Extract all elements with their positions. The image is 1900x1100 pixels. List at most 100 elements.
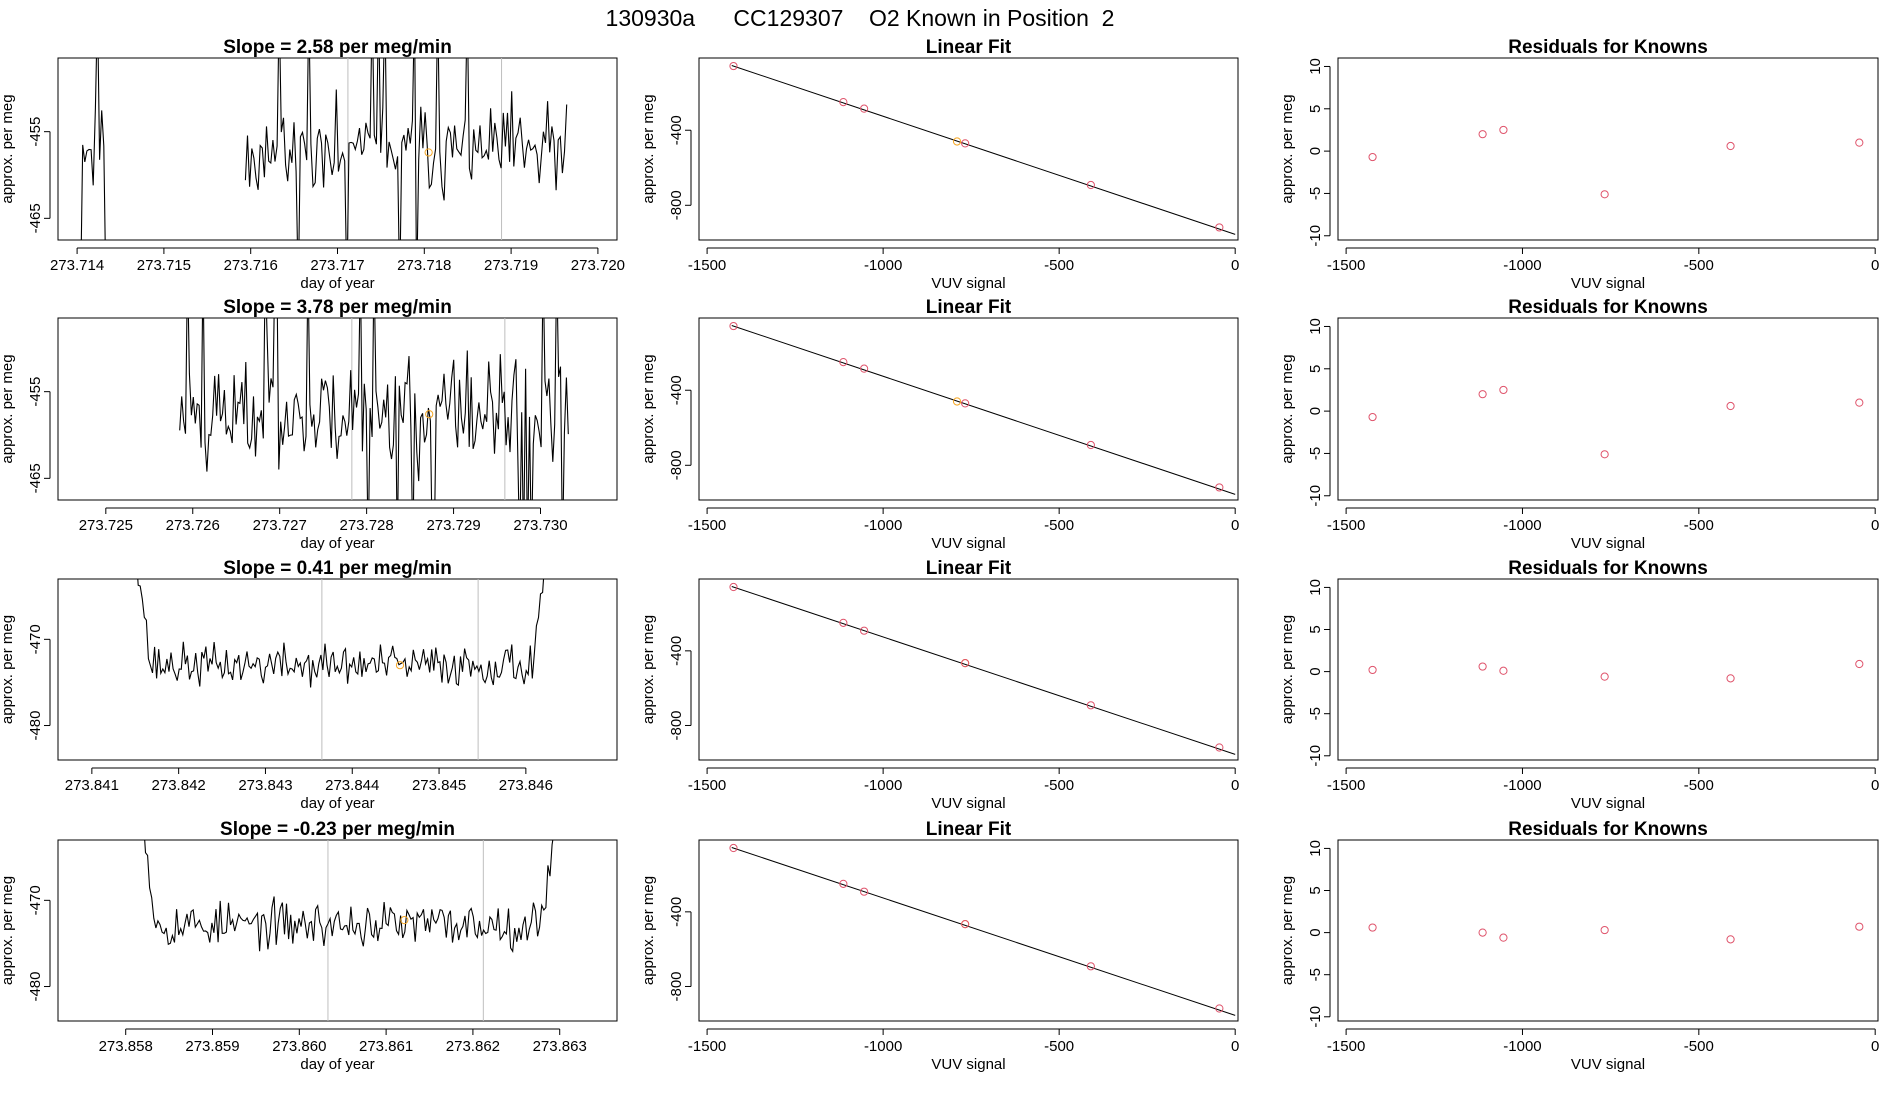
residual-point: [1478, 928, 1487, 937]
y-axis-label: approx. per meg: [0, 876, 16, 985]
highlight-point: [952, 397, 962, 406]
x-tick-label: -500: [1044, 257, 1074, 274]
highlight-point: [424, 148, 433, 157]
y-axis-label: approx. per meg: [1279, 876, 1296, 985]
y-tick-label: -10: [1307, 225, 1324, 247]
y-tick-label: -400: [668, 897, 685, 927]
panel-title: Linear Fit: [926, 819, 1012, 840]
y-tick-label: -5: [1307, 707, 1324, 720]
plot-frame: [698, 578, 1239, 761]
y-tick-label: 0: [1307, 928, 1324, 936]
plot-area: [729, 843, 1236, 1016]
y-tick-label: -465: [27, 203, 44, 233]
x-tick-label: 273.861: [359, 1038, 413, 1055]
highlight-point: [395, 661, 405, 670]
panel-timeseries-r4: Slope = -0.23 per meg/min 273.858 273.859 2…: [0, 819, 618, 1073]
x-tick-label: -1000: [1503, 1038, 1541, 1055]
panel-title: Slope = 0.41 per meg/min: [223, 558, 452, 579]
x-tick-label: -500: [1684, 517, 1714, 534]
panel-title: Residuals for Knowns: [1508, 297, 1708, 318]
x-axis-label: day of year: [300, 1056, 374, 1073]
x-axis-label: VUV signal: [931, 1056, 1005, 1073]
x-tick-label: 273.843: [238, 777, 292, 794]
x-tick-label: 273.860: [272, 1038, 326, 1055]
x-tick-label: 0: [1231, 257, 1239, 274]
x-tick-label: 273.726: [166, 517, 220, 534]
plot-area: [137, 579, 545, 760]
x-tick-label: 273.719: [484, 257, 538, 274]
panel-timeseries-r1: Slope = 2.58 per meg/min 273.714 273.715 27…: [0, 37, 625, 292]
y-axis-label: approx. per meg: [640, 876, 657, 985]
y-tick-label: -10: [1307, 745, 1324, 767]
data-point: [961, 139, 970, 148]
panel-fit-r3: Linear Fit -1500 -1000 -500 0 VUV signal -800 -…: [640, 558, 1239, 812]
x-tick-label: 273.725: [79, 517, 133, 534]
x-tick-label: -1000: [1503, 517, 1541, 534]
x-tick-label: -1500: [1327, 257, 1365, 274]
fit-line: [731, 65, 1236, 235]
x-axis-label: VUV signal: [931, 795, 1005, 812]
y-tick-label: 0: [1307, 407, 1324, 415]
fit-line: [731, 846, 1236, 1016]
data-point: [729, 321, 738, 331]
x-axis-label: VUV signal: [1571, 1056, 1645, 1073]
x-axis-label: VUV signal: [1571, 275, 1645, 292]
residual-point: [1368, 665, 1377, 675]
data-point: [1086, 962, 1095, 971]
panel-title: Slope = 2.58 per meg/min: [223, 37, 452, 58]
residual-point: [1499, 385, 1508, 395]
y-axis-label: approx. per meg: [640, 354, 657, 463]
data-trace: [144, 840, 554, 954]
x-tick-label: -1000: [864, 517, 902, 534]
data-point: [860, 626, 869, 635]
x-tick-label: 0: [1871, 1038, 1879, 1055]
data-point: [1086, 180, 1095, 190]
residual-point: [1499, 933, 1508, 942]
plot-frame: [57, 578, 618, 761]
plot-area: [80, 58, 568, 240]
plot-area: [1368, 125, 1864, 199]
data-point: [961, 399, 970, 408]
residual-point: [1855, 659, 1864, 669]
highlight-point: [425, 410, 434, 419]
fit-line: [731, 585, 1236, 755]
x-tick-label: -1000: [864, 1038, 902, 1055]
y-tick-label: -5: [1307, 447, 1324, 460]
x-tick-label: -1500: [688, 777, 726, 794]
data-point: [729, 843, 738, 853]
plot-frame: [698, 839, 1239, 1022]
plot-area: [1368, 922, 1864, 944]
residual-point: [1726, 935, 1735, 944]
x-tick-label: -500: [1044, 1038, 1074, 1055]
x-tick-label: 273.846: [499, 777, 553, 794]
plot-area: [179, 318, 569, 500]
residual-point: [1600, 450, 1609, 459]
x-axis-label: VUV signal: [931, 535, 1005, 552]
x-tick-label: 273.716: [224, 257, 278, 274]
panel-fit-r4: Linear Fit -1500 -1000 -500 0 VUV signal -800 -…: [640, 819, 1239, 1073]
x-tick-label: -1500: [688, 257, 726, 274]
residual-point: [1600, 672, 1609, 681]
data-point: [729, 61, 738, 71]
x-tick-label: 273.844: [325, 777, 379, 794]
y-tick-label: -5: [1307, 968, 1324, 981]
panel-timeseries-r3: Slope = 0.41 per meg/min 273.841 273.842 27…: [0, 558, 618, 812]
y-axis-label: approx. per meg: [1279, 354, 1296, 463]
x-tick-label: 0: [1871, 257, 1879, 274]
plot-area: [144, 840, 554, 1021]
y-tick-label: 5: [1307, 886, 1324, 894]
y-tick-label: -10: [1307, 1006, 1324, 1028]
data-point: [860, 364, 869, 373]
data-point: [839, 97, 848, 107]
residual-point: [1368, 152, 1377, 162]
panel-title: Residuals for Knowns: [1508, 558, 1708, 579]
y-axis-label: approx. per meg: [0, 354, 16, 463]
plot-area: [729, 321, 1236, 495]
plot-area: [729, 582, 1236, 755]
y-tick-label: -465: [27, 463, 44, 493]
residual-point: [1368, 412, 1377, 422]
y-tick-label: -400: [668, 375, 685, 405]
panel-residuals-r3: Residuals for Knowns -1500 -1000 -500 0 VUV s…: [1279, 558, 1879, 812]
y-tick-label: 5: [1307, 105, 1324, 113]
x-axis-label: day of year: [300, 535, 374, 552]
